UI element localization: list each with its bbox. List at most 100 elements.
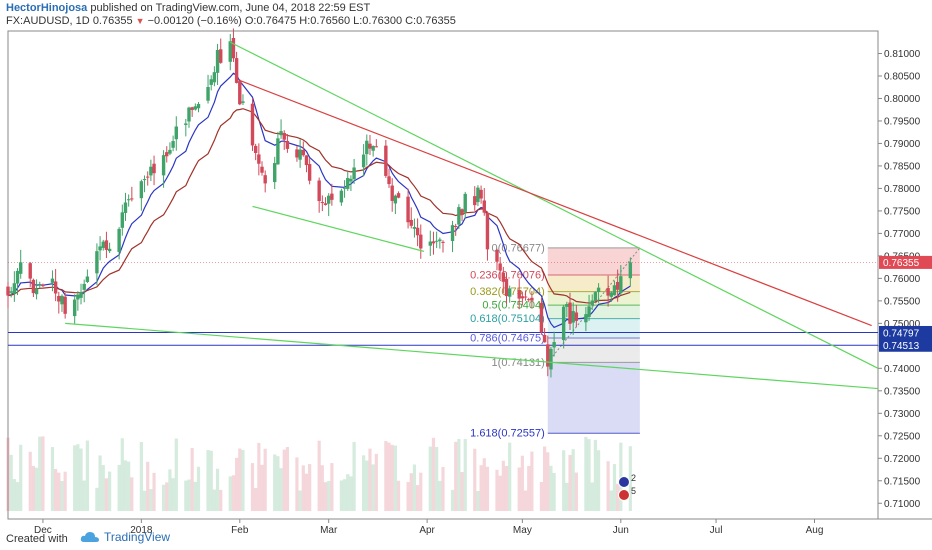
volume-bar [174, 438, 178, 511]
candle-body [253, 145, 258, 154]
candle-body [171, 141, 175, 148]
candle-body [441, 241, 445, 243]
candle-body [393, 195, 398, 204]
volume-bar [98, 455, 102, 511]
volume-bar [396, 480, 401, 511]
volume-bar [457, 438, 461, 511]
candle-body [98, 246, 102, 251]
candle-body [428, 241, 432, 246]
candle-body [520, 296, 525, 299]
volume-bar [231, 475, 236, 511]
price-change: −0.00120 (−0.16%) [147, 15, 242, 27]
candle-body [349, 178, 353, 182]
fib-zone [547, 305, 640, 319]
candle-body [438, 239, 442, 242]
candle-body [387, 176, 391, 185]
volume-bar [330, 463, 334, 511]
candle-body [501, 272, 506, 282]
fib-level-label: 0.236(0.76076) [470, 269, 545, 281]
volume-bar [482, 458, 486, 511]
candle-body [101, 241, 105, 248]
volume-bar [339, 480, 343, 511]
volume-bar [450, 489, 455, 511]
candle-body [495, 249, 499, 262]
candle-body [212, 72, 217, 83]
candle-body [187, 107, 191, 122]
volume-bar [609, 490, 613, 511]
candle-body [307, 164, 312, 181]
volume-bar [501, 460, 505, 511]
y-tick-label: 0.75500 [884, 296, 921, 307]
volume-bar [238, 448, 242, 511]
plot-frame [7, 30, 879, 520]
volume-bar [628, 446, 632, 511]
volume-bar [362, 455, 366, 511]
candle-body [612, 285, 617, 296]
y-tick-label: 0.78500 [884, 161, 921, 172]
candle-body [123, 202, 128, 213]
y-tick-label: 0.80000 [884, 94, 921, 105]
x-tick-label: Feb [231, 525, 249, 536]
volume-bar [254, 488, 258, 511]
candle-body [234, 58, 239, 83]
volume-bar [165, 482, 169, 511]
candle-body [320, 202, 325, 204]
volume-bar [241, 449, 245, 511]
volume-bar [504, 465, 509, 511]
candle-body [342, 187, 347, 189]
volume-bar [562, 450, 566, 511]
y-tick-label: 0.71000 [884, 499, 921, 510]
candle-body [339, 190, 344, 203]
volume-bar [352, 442, 356, 511]
volume-bar [108, 471, 112, 511]
volume-bar [498, 475, 502, 511]
volume-bar [327, 481, 331, 511]
ema-fast-line [7, 72, 631, 329]
volume-bar [190, 448, 194, 511]
author-link[interactable]: HectorHinojosa [6, 2, 88, 14]
volume-bar [568, 454, 572, 511]
candle-body [53, 281, 58, 294]
volume-bar [6, 437, 10, 511]
fib-zone [547, 337, 640, 363]
candlesticks [6, 28, 633, 378]
volume-bar [552, 472, 556, 511]
volume-bar [285, 447, 290, 511]
x-tick-label: Dec [34, 525, 52, 536]
volume-bar [168, 469, 172, 511]
volume-bar [101, 465, 105, 511]
volume-bar [206, 450, 210, 511]
volume-bar [323, 482, 328, 511]
volume-bar [435, 446, 439, 511]
candle-body [295, 149, 299, 158]
volume-bar [171, 478, 175, 511]
us-flag-icon [617, 489, 630, 501]
candle-body [615, 281, 620, 290]
volume-bar [301, 465, 305, 511]
candle-body [568, 302, 572, 324]
volume-bar [193, 481, 197, 511]
volume-bar [476, 490, 480, 511]
level-price-badge [879, 325, 932, 339]
candle-body [161, 155, 166, 176]
candle-body [485, 212, 490, 250]
volume-bar [63, 471, 67, 511]
y-tick-label: 0.75000 [884, 319, 921, 330]
candle-body [527, 299, 531, 301]
candle-body [76, 294, 80, 300]
volume-bar [28, 451, 32, 511]
candle-body [479, 189, 483, 199]
volume-bar [593, 439, 598, 511]
candle-body [193, 106, 198, 110]
support-trendline [252, 205, 425, 252]
x-tick-label: May [513, 525, 532, 536]
volume-bar [590, 482, 594, 511]
candle-body [384, 145, 388, 176]
volume-bar [31, 466, 36, 511]
candle-body [273, 163, 277, 183]
candle-body [396, 193, 401, 198]
x-tick-label: Aug [806, 525, 824, 536]
tradingview-logo[interactable]: TradingView [80, 530, 170, 544]
candle-body [168, 149, 172, 154]
